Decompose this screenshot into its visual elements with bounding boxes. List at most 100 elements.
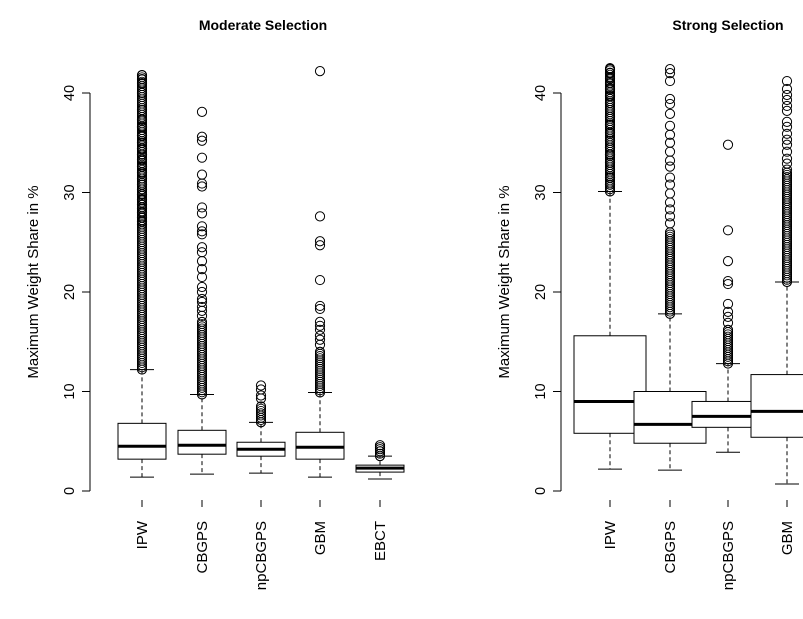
outlier-point [664, 197, 676, 208]
outlier-point [196, 281, 208, 293]
outlier-point [196, 135, 208, 146]
outlier-point [781, 128, 793, 139]
outlier-point [255, 390, 267, 401]
outlier-point [136, 143, 148, 154]
y-tick-label: 30 [533, 184, 549, 200]
outlier-point [196, 229, 208, 240]
outlier-point [136, 199, 148, 210]
outlier-point [196, 181, 208, 192]
outlier-point [196, 226, 208, 237]
outlier-point [136, 114, 148, 125]
outlier-point [136, 184, 148, 195]
x-tick-label: npCBGPS [720, 521, 737, 590]
outlier-point [374, 440, 386, 451]
outlier-point [604, 104, 616, 116]
outlier-point [196, 242, 208, 253]
outlier-point [256, 408, 266, 419]
iqr-box [750, 374, 803, 438]
x-axis: IPW CBGPS npCBGPS GBM [602, 500, 796, 590]
outlier-point [781, 164, 793, 175]
iqr-box [117, 422, 167, 460]
outlier-point [604, 90, 616, 102]
outlier-point [722, 317, 734, 328]
outlier-point [314, 303, 326, 315]
x-tick-label: GBM [779, 521, 796, 555]
y-tick-label: 10 [62, 383, 78, 399]
outlier-point [604, 135, 616, 146]
outlier-point [664, 161, 676, 172]
outlier-point [781, 146, 793, 157]
outlier-point [314, 334, 326, 345]
outlier-point [197, 316, 207, 327]
outlier-point [197, 321, 207, 332]
outlier-point [314, 240, 326, 251]
outlier-point [781, 158, 793, 169]
y-axis: 0 10 20 30 40 [62, 85, 91, 495]
box-ipw [117, 69, 167, 478]
outlier-point [314, 300, 326, 312]
outlier-point [375, 448, 385, 459]
outlier-point [136, 130, 148, 141]
outlier-point [664, 204, 676, 215]
outlier-point [196, 256, 208, 267]
outlier-point [136, 167, 148, 178]
outlier-point [374, 442, 386, 453]
outlier-point [604, 68, 616, 79]
outlier-point [664, 98, 676, 110]
outlier-point [196, 169, 208, 180]
x-tick-label: CBGPS [662, 521, 679, 574]
outlier-point [314, 320, 326, 331]
outlier-point [781, 116, 793, 127]
outlier-point [136, 173, 148, 184]
outlier-point [664, 75, 676, 87]
outlier-point [722, 139, 734, 150]
boxes-group [573, 63, 803, 485]
iqr-box [177, 429, 227, 455]
outlier-point [196, 221, 208, 232]
outlier-point [314, 211, 326, 222]
outlier-point [781, 139, 793, 150]
outlier-point [197, 319, 207, 330]
outlier-point [255, 380, 267, 391]
outlier-point [722, 306, 734, 317]
outlier-point [604, 83, 616, 95]
outlier-point [196, 208, 208, 219]
outlier-point [136, 219, 148, 230]
outlier-point [664, 129, 676, 140]
outlier-point [196, 178, 208, 189]
y-tick-label: 40 [62, 85, 78, 101]
outlier-point [136, 179, 148, 190]
box-cbgps [177, 106, 227, 475]
outlier-point [314, 274, 326, 286]
outlier-point [255, 393, 267, 404]
outlier-point [604, 72, 616, 84]
outlier-point [665, 231, 675, 242]
outlier-point [722, 256, 734, 267]
y-tick-label: 10 [533, 383, 549, 399]
outlier-point [664, 218, 676, 229]
outlier-point [315, 346, 325, 357]
outlier-point [781, 94, 793, 106]
outlier-point [664, 172, 676, 183]
outlier-point [604, 164, 616, 175]
box-ebct [355, 440, 405, 480]
outlier-point [604, 127, 616, 138]
outlier-point [136, 212, 148, 223]
outlier-point [256, 403, 266, 414]
x-axis: IPW CBGPS npCBGPS GBM EBCT [134, 500, 389, 590]
y-axis-label: Maximum Weight Share in % [25, 185, 42, 378]
outlier-point [196, 202, 208, 213]
outlier-point [722, 278, 734, 290]
outlier-point [781, 134, 793, 145]
outlier-point [256, 406, 266, 416]
outlier-point [664, 108, 676, 119]
strong-selection-panel: Strong Selection Maximum Weight Share in… [496, 17, 803, 590]
outlier-point [136, 69, 148, 81]
outlier-point [315, 353, 325, 364]
y-axis: 0 10 20 30 40 [533, 85, 562, 495]
y-tick-label: 40 [533, 85, 549, 101]
outlier-point [664, 155, 676, 166]
outlier-point [196, 264, 208, 275]
outlier-point [722, 225, 734, 236]
outlier-point [604, 111, 616, 122]
